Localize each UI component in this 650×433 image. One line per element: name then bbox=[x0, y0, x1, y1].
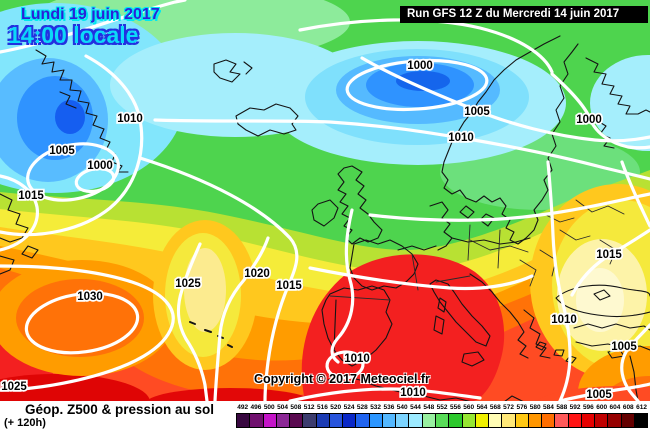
isobar-label: 1000 bbox=[407, 60, 433, 72]
scale-color-swatch bbox=[290, 413, 304, 428]
scale-tick-label: 568 bbox=[489, 404, 501, 411]
scale-tick-label: 544 bbox=[410, 404, 421, 411]
geopotential-map: 1010 1005 1000 1015 1000 1005 1000 1010 1015 1020… bbox=[0, 0, 650, 401]
scale-tick-label: 572 bbox=[503, 404, 515, 411]
map-title: Géop. Z500 & pression au sol bbox=[25, 402, 215, 417]
isobar-label: 1010 bbox=[344, 353, 370, 365]
scale-tick-label: 504 bbox=[277, 404, 288, 411]
isobar-label: 1020 bbox=[244, 268, 270, 280]
scale-color-swatch bbox=[236, 413, 251, 428]
isobar-label: 1015 bbox=[18, 190, 44, 202]
scale-color-swatch bbox=[303, 413, 317, 428]
scale-tick-label: 584 bbox=[543, 404, 554, 411]
scale-tick-label: 608 bbox=[622, 404, 634, 411]
isobar-label: 1005 bbox=[586, 389, 612, 401]
isobar-label: 1030 bbox=[77, 291, 103, 303]
legend-strip: Géop. Z500 & pression au sol (+ 120h) 49… bbox=[0, 401, 650, 433]
isobar-labels: 1010 1005 1000 1015 1000 1005 1000 1010 1015 1020… bbox=[0, 58, 639, 401]
isobar-label: 1005 bbox=[611, 341, 637, 353]
scale-color-swatch bbox=[316, 413, 330, 428]
scale-tick-label: 492 bbox=[237, 404, 249, 411]
scale-color-swatch bbox=[343, 413, 357, 428]
isobar-label: 1010 bbox=[448, 132, 474, 144]
scale-color-swatch bbox=[369, 413, 383, 428]
scale-tick-label: 548 bbox=[423, 404, 435, 411]
valid-date-text: Lundi 19 juin 2017 bbox=[21, 6, 160, 23]
scale-color-swatch bbox=[489, 413, 503, 428]
scale-color-swatch bbox=[263, 413, 277, 428]
geopotential-color-scale: 492 496 500 504 508 512 516 520 524 528 532 536 540 5… bbox=[236, 403, 649, 431]
scale-value-labels: 492 496 500 504 508 512 516 520 524 528 532 536 540 5… bbox=[236, 403, 648, 412]
map-canvas: 1010 1005 1000 1015 1000 1005 1000 1010 1015 1020… bbox=[0, 0, 650, 401]
scale-tick-label: 512 bbox=[303, 404, 315, 411]
scale-color-swatch bbox=[542, 413, 556, 428]
scale-tick-label: 560 bbox=[463, 404, 475, 411]
scale-tick-label: 564 bbox=[476, 404, 488, 411]
scale-tick-label: 612 bbox=[636, 404, 647, 411]
isobar-label: 1010 bbox=[551, 314, 577, 326]
scale-color-swatch bbox=[581, 413, 596, 428]
scale-tick-label: 496 bbox=[250, 404, 262, 411]
valid-time-text: 14:00 locale bbox=[8, 22, 139, 48]
isobar-label: 1005 bbox=[464, 106, 490, 118]
scale-tick-label: 588 bbox=[556, 404, 568, 411]
model-run-bar: Run GFS 12 Z du Mercredi 14 juin 2017 bbox=[400, 6, 648, 23]
isobar-label: 1015 bbox=[596, 249, 622, 261]
scale-tick-label: 604 bbox=[609, 404, 621, 411]
scale-tick-label: 528 bbox=[356, 404, 368, 411]
isobar-label: 1025 bbox=[175, 278, 201, 290]
scale-tick-label: 600 bbox=[596, 404, 608, 411]
scale-color-swatch bbox=[462, 413, 476, 428]
scale-color-swatch bbox=[396, 413, 410, 428]
isobar-label: 1000 bbox=[576, 114, 602, 126]
copyright-text: Copyright © 2017 Meteociel.fr bbox=[254, 372, 430, 386]
scale-tick-label: 516 bbox=[317, 404, 328, 411]
scale-tick-label: 540 bbox=[396, 404, 408, 411]
scale-color-swatch bbox=[608, 413, 622, 428]
isobar-label: 1010 bbox=[400, 387, 426, 399]
scale-tick-label: 500 bbox=[263, 404, 275, 411]
scale-tick-label: 592 bbox=[569, 404, 581, 411]
scale-color-swatch bbox=[435, 413, 450, 428]
scale-color-swatch bbox=[329, 413, 344, 428]
scale-color-swatch bbox=[568, 413, 582, 428]
isobar-label: 1000 bbox=[87, 160, 113, 172]
scale-tick-label: 552 bbox=[436, 404, 448, 411]
scale-color-swatch bbox=[634, 413, 649, 428]
scale-tick-label: 596 bbox=[582, 404, 594, 411]
scale-tick-label: 580 bbox=[529, 404, 541, 411]
scale-color-swatch bbox=[595, 413, 609, 428]
scale-color-swatch bbox=[449, 413, 463, 428]
scale-color-cells bbox=[236, 413, 649, 428]
isobar-label: 1005 bbox=[49, 145, 75, 157]
scale-color-swatch bbox=[502, 413, 516, 428]
isobar-layer bbox=[0, 0, 650, 401]
scale-tick-label: 576 bbox=[516, 404, 528, 411]
scale-color-swatch bbox=[475, 413, 490, 428]
scale-color-swatch bbox=[422, 413, 436, 428]
scale-color-swatch bbox=[276, 413, 291, 428]
scale-color-swatch bbox=[250, 413, 264, 428]
scale-color-swatch bbox=[528, 413, 543, 428]
isobar-label: 1010 bbox=[117, 113, 143, 125]
scale-color-swatch bbox=[621, 413, 635, 428]
scale-color-swatch bbox=[555, 413, 569, 428]
field-layer bbox=[0, 0, 650, 401]
scale-tick-label: 520 bbox=[330, 404, 342, 411]
scale-tick-label: 556 bbox=[449, 404, 461, 411]
forecast-hour: (+ 120h) bbox=[4, 417, 46, 429]
scale-tick-label: 536 bbox=[383, 404, 395, 411]
scale-color-swatch bbox=[409, 413, 423, 428]
scale-color-swatch bbox=[515, 413, 529, 428]
isobar-label: 1025 bbox=[1, 381, 27, 393]
scale-color-swatch bbox=[382, 413, 397, 428]
isobar-label: 1015 bbox=[276, 280, 302, 292]
scale-tick-label: 524 bbox=[343, 404, 355, 411]
scale-color-swatch bbox=[356, 413, 370, 428]
scale-tick-label: 508 bbox=[290, 404, 302, 411]
scale-tick-label: 532 bbox=[370, 404, 382, 411]
